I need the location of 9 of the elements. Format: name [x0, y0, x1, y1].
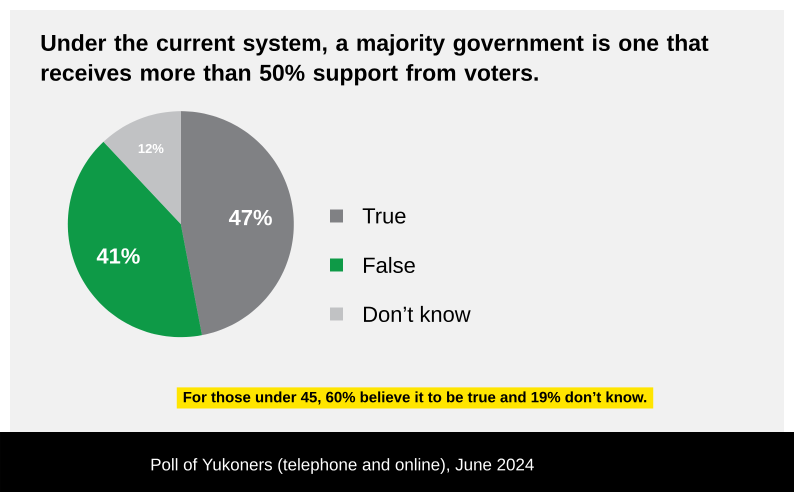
data-label: 47%	[228, 210, 272, 226]
data-label: 41%	[96, 248, 140, 264]
text: Poll of Yukoners (telephone and online), June 2024	[152, 458, 534, 474]
data-label: 12%	[138, 144, 164, 154]
legend-label: True	[362, 208, 406, 224]
text: For those under 45, 60% believe it to be true and 19% don’t know.	[184, 391, 646, 405]
legend-label: False	[364, 256, 415, 274]
legend-label: Don’t know	[364, 306, 471, 322]
chart-title: Under the current system, a majority government is one that receives more than 50% support from voters.	[42, 34, 708, 86]
